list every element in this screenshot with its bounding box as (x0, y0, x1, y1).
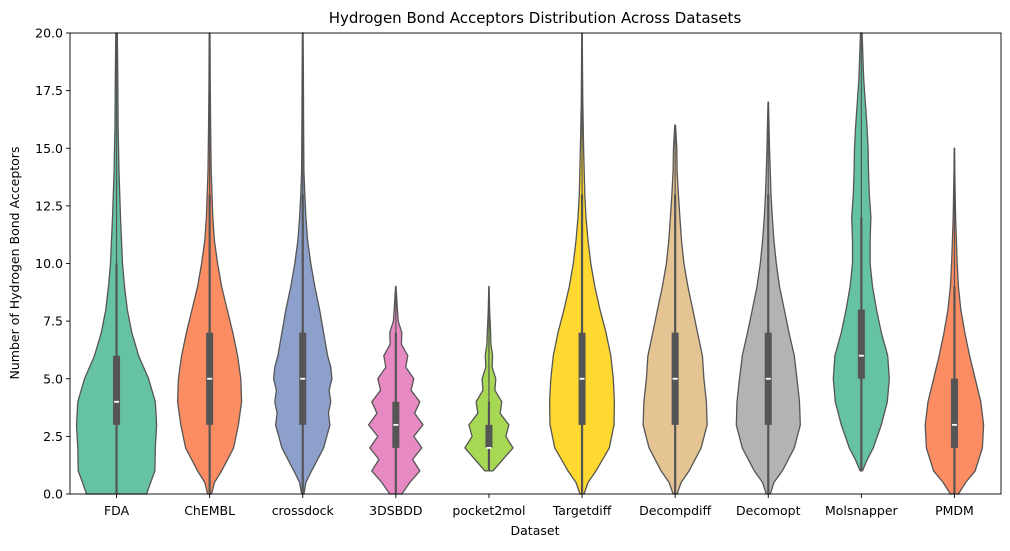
y-tick-label: 12.5 (35, 198, 63, 213)
violin-fda (75, 32, 158, 495)
x-tick-label: Decompdiff (639, 503, 711, 518)
y-tick-label: 17.5 (35, 83, 63, 98)
x-tick-label: ChEMBL (184, 503, 235, 518)
x-tick-label: pocket2mol (452, 503, 525, 518)
violin-decompdiff (642, 124, 708, 495)
violin-decomopt (735, 101, 801, 495)
chart-title: Hydrogen Bond Acceptors Distribution Acr… (329, 9, 742, 27)
y-tick-label: 15.0 (35, 141, 63, 156)
x-axis: FDA ChEMBL crossdock 3DSBDD pocket2mol Target… (104, 494, 974, 518)
x-tick-label: 3DSBDD (369, 503, 422, 518)
x-axis-label: Dataset (511, 523, 560, 538)
violin-molsnapper (832, 32, 890, 472)
y-axis-label: Number of Hydrogen Bond Acceptors (7, 147, 22, 380)
violin-iqr-box (857, 309, 865, 379)
violin-chembl (176, 32, 243, 495)
violin-iqr-box (113, 355, 121, 425)
y-tick-label: 0.0 (43, 487, 63, 502)
y-tick-label: 20.0 (35, 26, 63, 41)
x-tick-label: PMDM (935, 503, 974, 518)
violin-targetdiff (548, 32, 616, 495)
x-tick-label: crossdock (272, 503, 335, 518)
violin-pmdm (924, 147, 985, 495)
violin-pocket2mol (464, 285, 514, 472)
violin-3dsbdd (367, 285, 424, 495)
y-axis: 0.0 2.5 5.0 7.5 10.0 12.5 15.0 17.5 20.0 (35, 26, 70, 502)
y-tick-label: 7.5 (43, 314, 63, 329)
violins-group (75, 32, 985, 495)
y-tick-label: 5.0 (43, 371, 63, 386)
violin-iqr-box (485, 424, 493, 448)
x-tick-label: Targetdiff (552, 503, 612, 518)
violin-iqr-box (950, 378, 958, 448)
y-tick-label: 2.5 (43, 429, 63, 444)
violin-crossdock (272, 32, 333, 495)
x-tick-label: FDA (104, 503, 130, 518)
x-tick-label: Molsnapper (825, 503, 899, 518)
y-tick-label: 10.0 (35, 256, 63, 271)
x-tick-label: Decomopt (736, 503, 801, 518)
